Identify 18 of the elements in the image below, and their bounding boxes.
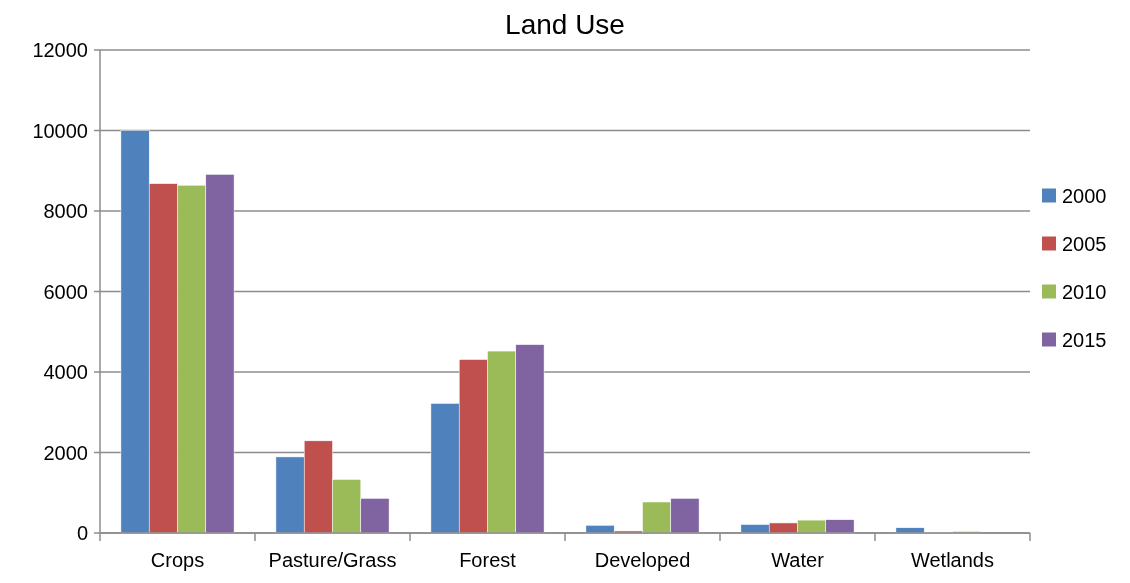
y-tick-label: 12000: [32, 39, 88, 61]
legend-label: 2015: [1062, 328, 1107, 351]
x-tick-label: Crops: [150, 549, 205, 571]
x-tick-label: Developed: [594, 549, 691, 571]
y-tick-label: 2000: [43, 441, 88, 464]
y-tick-label: 10000: [32, 119, 88, 142]
x-tick-label: Forest: [459, 549, 517, 571]
x-tick-label: Pasture/Grass: [268, 549, 397, 571]
legend-label: 2005: [1062, 232, 1107, 255]
y-tick-label: 0: [76, 522, 88, 544]
legend-label: 2000: [1062, 184, 1107, 207]
y-tick-label: 4000: [43, 361, 88, 383]
y-tick-label: 6000: [43, 280, 88, 303]
x-tick-label: Wetlands: [910, 549, 995, 571]
x-tick-label: Water: [771, 549, 825, 571]
y-tick-label: 8000: [43, 200, 88, 222]
chart-title: Land Use: [505, 9, 625, 40]
legend-label: 2010: [1062, 280, 1107, 303]
